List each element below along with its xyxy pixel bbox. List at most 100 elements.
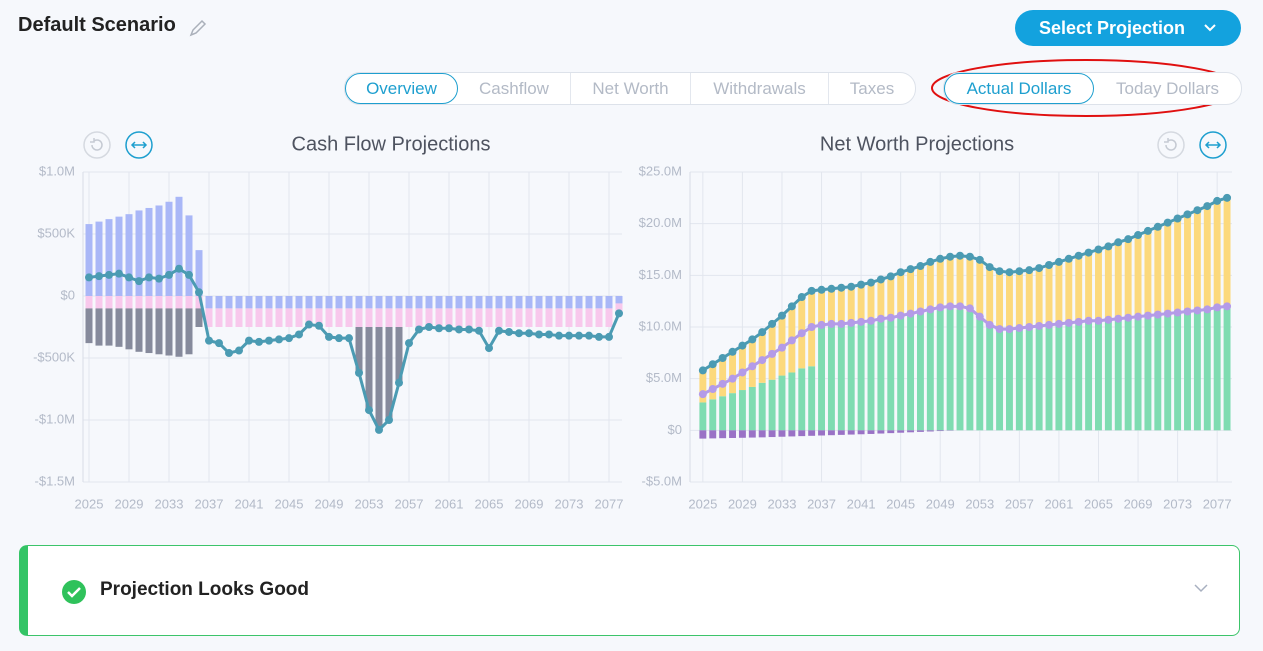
bar-segment — [405, 296, 413, 309]
bar-segment — [1144, 316, 1152, 431]
line-point — [946, 252, 955, 261]
bar-segment — [275, 296, 283, 309]
line-point — [886, 313, 895, 322]
y-tick-label: $15.0M — [639, 267, 682, 282]
line-point — [145, 273, 153, 282]
bar-segment — [818, 430, 826, 436]
bar-segment — [305, 296, 313, 309]
line-point — [866, 278, 875, 287]
bar-segment — [907, 430, 915, 433]
line-point — [807, 323, 816, 331]
expand-icon[interactable] — [1199, 131, 1227, 159]
expand-chevron[interactable] — [1194, 583, 1208, 593]
line-point — [1025, 266, 1034, 275]
tab[interactable]: Overview — [345, 73, 458, 104]
y-tick-label: $20.0M — [639, 215, 682, 230]
line-point — [565, 331, 573, 340]
bar-segment — [95, 221, 103, 296]
bar-segment — [1045, 325, 1053, 431]
bar-segment — [976, 318, 984, 431]
line-point — [1015, 324, 1024, 333]
toggle-option[interactable]: Today Dollars — [1116, 78, 1219, 98]
x-tick-label: 2029 — [115, 496, 144, 511]
bar-segment — [956, 255, 964, 310]
line-point — [345, 334, 353, 343]
x-tick-label: 2045 — [886, 496, 915, 511]
line-point — [876, 314, 885, 323]
line-point — [1084, 248, 1093, 257]
bar-segment — [545, 296, 553, 309]
bar-segment — [485, 296, 493, 309]
line-point — [748, 335, 757, 344]
line-point — [698, 366, 707, 375]
status-card[interactable]: Projection Looks Good — [19, 545, 1240, 636]
bar-segment — [1035, 268, 1043, 327]
tab[interactable]: Taxes — [849, 78, 895, 98]
bar-segment — [315, 308, 323, 327]
line-point — [797, 293, 806, 302]
reset-icon[interactable] — [1157, 131, 1185, 159]
x-tick-label: 2041 — [235, 496, 264, 511]
bar-segment — [385, 296, 393, 309]
bar-segment — [475, 308, 483, 327]
bar-segment — [205, 296, 213, 309]
line-point — [1064, 318, 1073, 327]
bar-segment — [595, 308, 603, 327]
line-point — [315, 321, 323, 330]
bar-segment — [729, 393, 736, 431]
tab[interactable]: Cashflow — [458, 73, 571, 104]
bar-segment — [365, 327, 373, 411]
line-point — [1045, 320, 1054, 329]
bar-segment — [1025, 328, 1033, 431]
x-tick-label: 2069 — [515, 496, 544, 511]
bar-segment — [907, 314, 915, 431]
reset-glyph — [90, 138, 103, 151]
line-point — [215, 339, 223, 348]
line-point — [906, 309, 915, 318]
bar-segment — [808, 366, 816, 431]
bar-segment — [565, 296, 573, 309]
line-point — [1163, 309, 1172, 318]
line-point — [115, 269, 123, 278]
bar-segment — [155, 308, 163, 355]
bar-segment — [1164, 314, 1172, 431]
chart-title: Net Worth Projections — [820, 133, 1014, 155]
x-tick-label: 2041 — [847, 496, 876, 511]
line-point — [1114, 238, 1123, 247]
bar-segment — [245, 308, 253, 327]
bar-segment — [877, 279, 885, 320]
tab[interactable]: Withdrawals — [691, 73, 829, 104]
line-point — [325, 332, 333, 341]
toggle-option[interactable]: Actual Dollars — [944, 73, 1094, 104]
bar-segment — [225, 308, 233, 327]
bar-segment — [827, 325, 835, 431]
bar-segment — [85, 224, 93, 296]
tab[interactable]: Net Worth — [571, 73, 691, 104]
line-point — [1223, 302, 1232, 311]
line-point — [455, 325, 463, 334]
line-point — [1223, 193, 1232, 202]
expand-glyph — [1204, 141, 1222, 149]
bar-segment — [125, 308, 133, 350]
bar-segment — [125, 214, 133, 296]
bar-segment — [185, 215, 193, 296]
reset-icon[interactable] — [83, 131, 111, 159]
bar-segment — [1035, 327, 1043, 431]
bar-segment — [1085, 321, 1093, 431]
edit-icon[interactable] — [188, 18, 208, 38]
x-tick-label: 2045 — [275, 496, 304, 511]
expand-icon[interactable] — [125, 131, 153, 159]
line-point — [797, 329, 806, 338]
line-point — [505, 327, 513, 336]
y-tick-label: $0 — [61, 287, 75, 302]
bar-segment — [778, 375, 786, 431]
line-point — [698, 390, 707, 399]
select-projection-button[interactable]: Select Projection — [1015, 10, 1241, 46]
bar-segment — [1114, 319, 1122, 431]
bar-segment — [535, 296, 543, 309]
bar-segment — [877, 319, 885, 431]
bar-segment — [395, 327, 403, 383]
bar-segment — [615, 303, 623, 314]
line-point — [495, 326, 503, 335]
line-point — [1134, 231, 1143, 240]
